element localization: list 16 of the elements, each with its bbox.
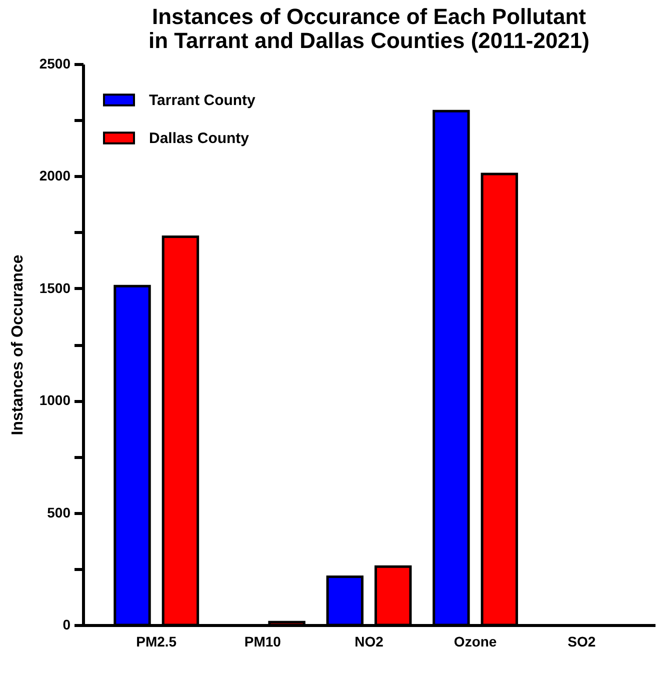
x-tick-label: NO2 bbox=[354, 634, 384, 650]
x-tick-label: Ozone bbox=[454, 634, 497, 650]
y-axis-title: Instances of Occurance bbox=[9, 254, 26, 436]
y-tick-label: 0 bbox=[62, 616, 71, 632]
x-tick-label: SO2 bbox=[568, 634, 596, 650]
y-tick-label: 1500 bbox=[39, 280, 71, 296]
y-tick-label: 2500 bbox=[39, 56, 71, 72]
y-tick-label: 2000 bbox=[39, 168, 71, 184]
x-tick-label: PM2.5 bbox=[136, 634, 177, 650]
y-tick-label: 1000 bbox=[39, 392, 71, 408]
legend-label: Dallas County bbox=[149, 130, 250, 147]
legend-label: Tarrant County bbox=[149, 92, 256, 109]
text: in Tarrant and Dallas Counties (2011-2021) bbox=[148, 28, 590, 53]
x-tick-label: PM10 bbox=[244, 634, 282, 650]
text: Instances of Occurance of Each Pollutant bbox=[152, 4, 586, 29]
y-tick-label: 500 bbox=[47, 504, 71, 520]
